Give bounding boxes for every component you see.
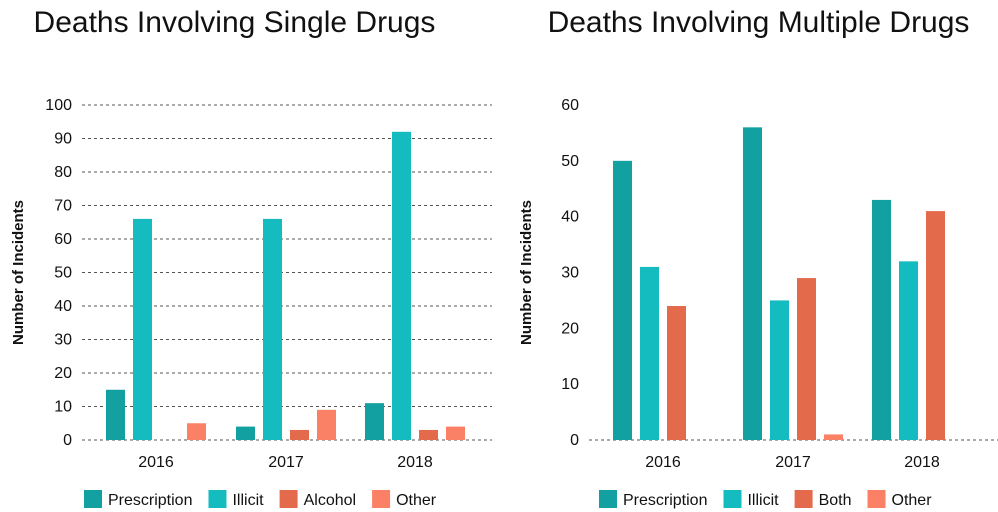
- y-axis-label: Number of Incidents: [10, 200, 27, 345]
- legend-label-prescription: Prescription: [108, 492, 192, 509]
- y-tick-label: 20: [561, 320, 579, 337]
- y-tick-label: 60: [561, 97, 579, 114]
- y-tick-label: 50: [54, 265, 72, 282]
- y-tick-label: 30: [561, 265, 579, 282]
- legend-swatch-prescription: [599, 490, 617, 508]
- x-tick-label: 2016: [645, 454, 681, 471]
- legend-label-both: Both: [819, 492, 852, 509]
- legend-label-illicit: Illicit: [232, 492, 264, 509]
- y-tick-label: 30: [54, 332, 72, 349]
- bar-other-2017: [317, 409, 336, 440]
- bar-illicit-2018: [392, 131, 411, 441]
- y-tick-label: 10: [561, 376, 579, 393]
- y-tick-label: 60: [54, 231, 72, 248]
- bar-prescription-2018: [872, 199, 891, 440]
- chart-title: Deaths Involving Multiple Drugs: [547, 6, 970, 39]
- bar-prescription-2018: [365, 403, 384, 440]
- y-tick-label: 90: [54, 131, 72, 148]
- legend-label-other: Other: [892, 492, 933, 509]
- chart-title: Deaths Involving Single Drugs: [33, 6, 436, 39]
- bar-prescription-2016: [106, 389, 125, 440]
- legend-swatch-other: [372, 490, 391, 508]
- bar-illicit-2017: [263, 218, 282, 440]
- bar-prescription-2017: [236, 426, 255, 440]
- x-tick-label: 2018: [904, 454, 940, 471]
- y-tick-label: 40: [561, 209, 579, 226]
- legend-swatch-illicit: [723, 490, 742, 508]
- y-tick-label: 10: [54, 399, 72, 416]
- bar-prescription-2017: [743, 127, 762, 440]
- bar-alcohol-2018: [419, 429, 438, 440]
- y-tick-label: 0: [570, 432, 579, 449]
- legend-label-alcohol: Alcohol: [304, 492, 356, 509]
- x-tick-label: 2016: [138, 454, 174, 471]
- bar-other-2017: [824, 434, 843, 440]
- y-tick-label: 50: [561, 153, 579, 170]
- bar-both-2016: [667, 306, 686, 440]
- legend-label-illicit: Illicit: [747, 492, 779, 509]
- x-tick-label: 2017: [775, 454, 811, 471]
- legend-swatch-other: [867, 490, 886, 508]
- bar-other-2018: [446, 426, 465, 440]
- single-drugs-chart: Deaths Involving Single Drugs 0 10 20 30 40 5…: [10, 6, 492, 509]
- y-tick-label: 80: [54, 164, 72, 181]
- x-tick-label: 2018: [397, 454, 433, 471]
- multiple-drugs-chart: Deaths Involving Multiple Drugs 0 10 20 30 4…: [499, 0, 998, 512]
- legend-swatch-prescription: [84, 490, 102, 508]
- legend-swatch-alcohol: [279, 490, 298, 508]
- bar-prescription-2016: [613, 160, 632, 441]
- y-tick-label: 0: [63, 432, 72, 449]
- bar-illicit-2018: [899, 261, 918, 440]
- multiple-drugs-plot: 0 10 20 30 40 50 60 Number of Incidents 2016 2017…: [518, 97, 998, 509]
- bar-illicit-2016: [133, 218, 152, 440]
- x-tick-label: 2017: [268, 454, 304, 471]
- y-tick-label: 20: [54, 365, 72, 382]
- bar-other-2016: [187, 423, 206, 440]
- bar-illicit-2016: [640, 266, 659, 440]
- bar-both-2018: [926, 211, 945, 440]
- bar-illicit-2017: [770, 300, 789, 440]
- y-axis-label: Number of Incidents: [518, 200, 535, 345]
- single-drugs-plot: 0 10 20 30 40 50 60 70 80 90 100 Number of Incident…: [10, 97, 492, 509]
- bar-alcohol-2017: [290, 429, 309, 440]
- bar-both-2017: [797, 278, 816, 440]
- y-tick-label: 70: [54, 198, 72, 215]
- legend-label-other: Other: [396, 492, 437, 509]
- y-tick-label: 100: [45, 97, 72, 114]
- legend-swatch-illicit: [208, 490, 227, 508]
- legend-swatch-both: [794, 490, 813, 508]
- y-tick-label: 40: [54, 298, 72, 315]
- legend-label-prescription: Prescription: [623, 492, 707, 509]
